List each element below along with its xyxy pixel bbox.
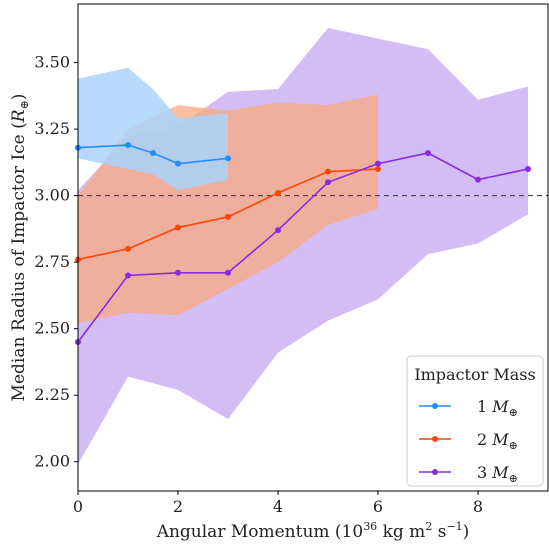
data-point-series-3	[275, 227, 281, 234]
data-point-series-2	[275, 189, 281, 196]
legend-label: 3 M⊕	[477, 463, 518, 485]
data-point-series-1	[175, 160, 181, 167]
y-tick-label: 3.25	[34, 119, 70, 138]
y-tick-label: 2.00	[34, 452, 70, 471]
x-tick-label: 8	[473, 497, 483, 516]
y-tick-label: 3.50	[34, 53, 70, 72]
data-point-series-3	[375, 160, 381, 167]
data-point-series-3	[425, 150, 431, 157]
x-tick-label: 0	[73, 497, 83, 516]
data-point-series-3	[325, 179, 331, 186]
x-tick-label: 6	[373, 497, 383, 516]
y-tick-label: 2.25	[34, 385, 70, 404]
legend-swatch-marker	[432, 469, 438, 475]
band-series-1	[78, 67, 228, 191]
data-point-series-1	[150, 150, 156, 157]
legend-title: Impactor Mass	[414, 365, 535, 384]
data-point-series-3	[175, 269, 181, 276]
data-point-series-2	[375, 165, 381, 172]
data-point-series-1	[125, 142, 131, 149]
y-axis-label: Median Radius of Impactor Ice (R⊕)	[9, 94, 31, 402]
x-axis-ticks: 0 2 4 6 8	[73, 491, 483, 516]
data-point-series-2	[325, 168, 331, 175]
data-point-series-1	[225, 155, 231, 162]
x-tick-label: 2	[173, 497, 183, 516]
plot-frame	[77, 3, 549, 492]
legend-swatch-marker	[432, 403, 438, 409]
plot-points	[75, 142, 531, 345]
data-point-series-2	[125, 245, 131, 252]
legend: Impactor Mass 1 M⊕ 2 M⊕ 3 M⊕	[406, 355, 544, 487]
data-point-series-3	[125, 272, 131, 279]
x-tick-label: 4	[273, 497, 283, 516]
y-axis-ticks: 2.00 2.25 2.50 2.75 3.00 3.25 3.50	[34, 53, 78, 471]
x-axis-label: Angular Momentum (1036 kg m2 s−1)	[156, 520, 470, 542]
legend-swatch-marker	[432, 436, 438, 442]
data-point-series-2	[225, 213, 231, 220]
legend-label: 1 M⊕	[477, 397, 518, 419]
data-point-series-3	[225, 269, 231, 276]
data-point-series-3	[475, 176, 481, 183]
legend-box	[406, 355, 544, 487]
y-tick-label: 2.75	[34, 252, 70, 271]
legend-items: 1 M⊕ 2 M⊕ 3 M⊕	[419, 397, 518, 485]
data-point-series-3	[525, 165, 531, 172]
y-tick-label: 2.50	[34, 319, 70, 338]
y-tick-label: 3.00	[34, 186, 70, 205]
data-point-series-2	[175, 224, 181, 231]
series-line-3	[77, 152, 529, 343]
legend-label: 2 M⊕	[477, 430, 518, 452]
